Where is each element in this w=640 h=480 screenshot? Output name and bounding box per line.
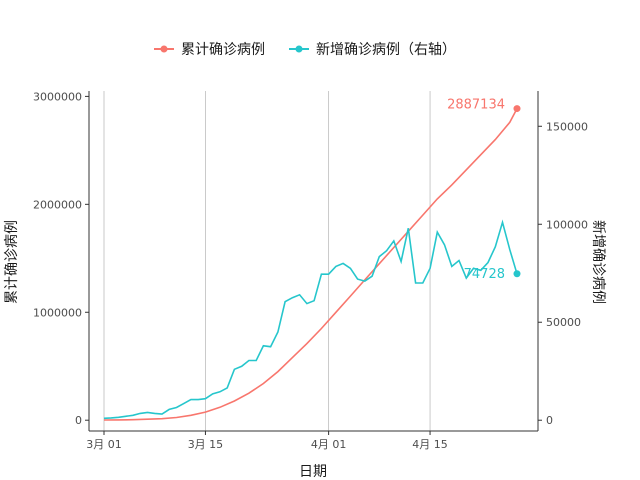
right-y-tick-label-2: 100000 <box>546 218 588 231</box>
series-line-new <box>103 219 518 420</box>
series-end-point-new <box>513 270 521 278</box>
grid-lines <box>103 91 431 431</box>
legend-item-cumulative: 累计确诊病例 <box>154 42 265 58</box>
x-tick-label-0: 3月 01 <box>86 438 122 451</box>
left-y-tick-label-1: 1000000 <box>33 306 82 319</box>
series-line-cumulative <box>103 108 518 421</box>
legend-label-cumulative: 累计确诊病例 <box>181 42 265 58</box>
x-tick-label-3: 4月 15 <box>412 438 448 451</box>
x-axis-ticks: 3月 01 3月 15 4月 01 4月 15 <box>86 431 448 451</box>
left-y-tick-label-3: 3000000 <box>33 90 82 103</box>
right-y-tick-label-3: 150000 <box>546 120 588 133</box>
end-label-cumulative: 2887134 <box>447 98 505 113</box>
end-label-new: 74728 <box>464 267 505 282</box>
left-y-tick-label-2: 2000000 <box>33 198 82 211</box>
legend-key-point-cumulative <box>160 45 168 53</box>
left-y-axis-title: 累计确诊病例 <box>4 220 20 304</box>
right-y-axis-ticks: 0 50000 100000 150000 <box>538 120 588 427</box>
right-y-axis-title: 新增确诊病例 <box>590 220 606 304</box>
legend-key-point-new <box>295 45 303 53</box>
right-y-tick-label-1: 50000 <box>546 316 581 329</box>
series-end-point-cumulative <box>513 105 521 113</box>
left-y-tick-label-0: 0 <box>75 414 82 427</box>
legend-item-new: 新增确诊病例（右轴） <box>289 42 456 58</box>
right-y-tick-label-0: 0 <box>546 414 553 427</box>
legend: 累计确诊病例 新增确诊病例（右轴） <box>154 42 456 58</box>
x-tick-label-2: 4月 01 <box>311 438 347 451</box>
x-tick-label-1: 3月 15 <box>188 438 224 451</box>
legend-label-new: 新增确诊病例（右轴） <box>316 42 456 58</box>
left-y-axis-ticks: 0 1000000 2000000 3000000 <box>33 90 89 427</box>
x-axis-title: 日期 <box>299 464 327 480</box>
